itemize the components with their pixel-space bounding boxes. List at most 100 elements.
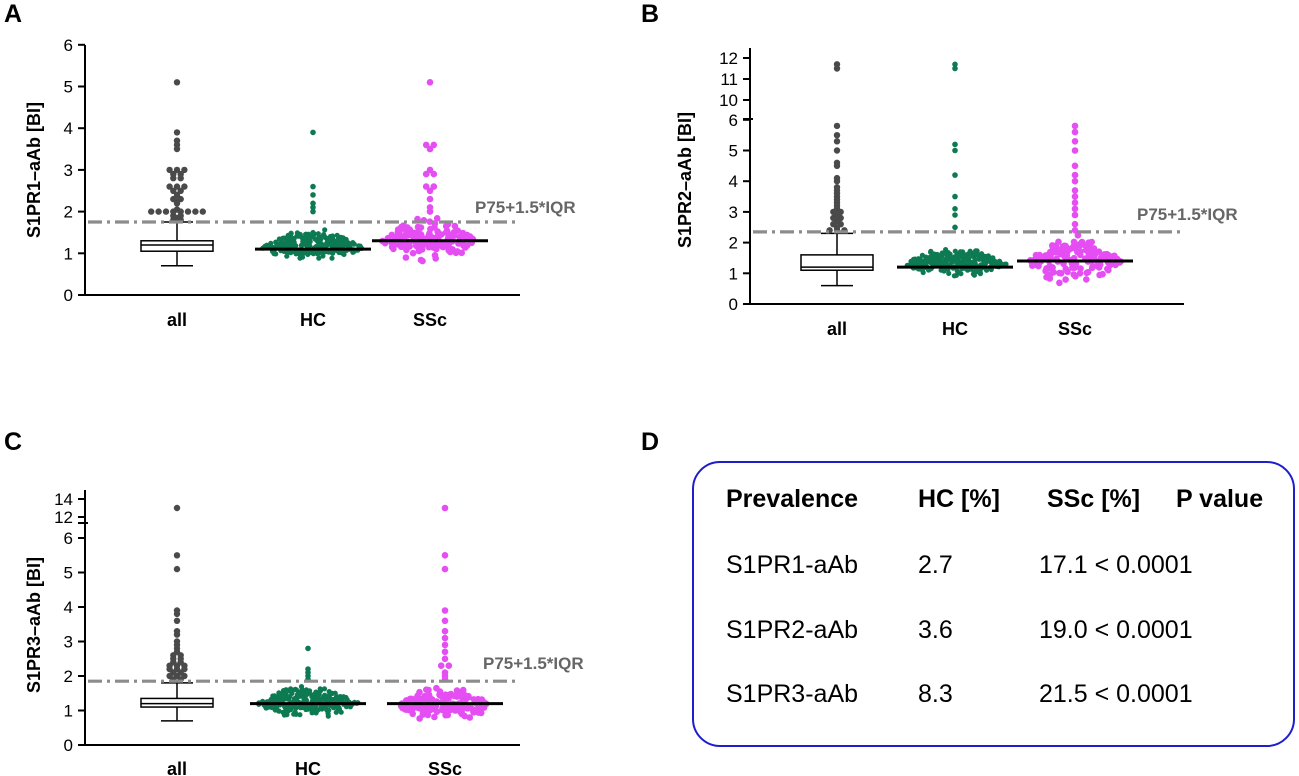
ssc-point <box>1044 251 1052 259</box>
hc-point <box>303 692 309 698</box>
ssc-point <box>426 79 434 86</box>
row-ssc-p: 17.1 < 0.0001 <box>1039 551 1193 579</box>
hc-point <box>936 256 942 262</box>
all-outlier-point <box>833 184 841 191</box>
ssc-point <box>422 183 430 190</box>
ssc-point <box>426 187 434 195</box>
x-category-label: all <box>167 310 187 330</box>
y-tick-label: 3 <box>729 203 738 222</box>
hc-point <box>954 268 960 274</box>
all-outlier-point <box>170 170 177 178</box>
chart-s1pr1: 0 1 2 3 4 5 6 S1PR1–aAb [BI] all HC SSc P75+1.5*IQR <box>24 36 576 330</box>
all-outlier-point <box>173 504 181 512</box>
prevalence-table: Prevalence HC [%] SSc [%] P value S1PR1-… <box>692 461 1295 747</box>
ssc-point <box>417 231 425 238</box>
hc-point <box>321 686 328 692</box>
ssc-point <box>411 230 418 238</box>
hc-point <box>325 713 331 719</box>
y-tick-label: 4 <box>64 598 73 617</box>
hc-point <box>325 697 331 703</box>
all-outlier-point <box>833 174 841 182</box>
ssc-point <box>1070 271 1077 278</box>
hc-point <box>316 255 322 261</box>
hc-point <box>297 693 303 699</box>
x-category-label: HC <box>942 319 968 339</box>
ssc-point <box>1091 251 1099 258</box>
hc-point <box>932 259 938 265</box>
hc-point <box>306 234 312 241</box>
hc-point <box>281 235 287 241</box>
all-outlier-point <box>833 122 841 130</box>
all-outlier-point <box>170 187 177 194</box>
y-tick-label: 0 <box>729 295 738 314</box>
all-outlier-point <box>166 183 173 190</box>
hc-point <box>336 694 342 700</box>
hc-point <box>963 252 969 258</box>
hc-point <box>276 236 282 242</box>
row-hc: 3.6 <box>918 616 953 644</box>
ssc-point <box>1071 211 1079 219</box>
ssc-point <box>388 231 396 239</box>
header-hc: HC [%] <box>918 485 1000 513</box>
y-tick-label: 0 <box>64 736 73 755</box>
ssc-point <box>425 705 433 713</box>
box-iqr <box>140 697 214 708</box>
all-outlier-point <box>155 208 162 215</box>
ssc-point <box>1062 265 1070 273</box>
ssc-point <box>441 565 449 573</box>
hc-point <box>952 147 958 154</box>
hc-point <box>952 206 958 212</box>
hc-point <box>286 238 292 245</box>
all-outlier-point <box>173 137 181 144</box>
ssc-point <box>424 711 432 719</box>
ssc-point <box>441 617 449 625</box>
all-outlier-point <box>173 191 181 199</box>
ssc-point <box>1046 264 1054 272</box>
y-tick-label: 3 <box>64 161 73 180</box>
hc-point <box>278 696 284 702</box>
ssc-point <box>441 641 449 649</box>
box-iqr <box>800 254 874 271</box>
panel-label-d: D <box>641 428 660 456</box>
all-outlier-point <box>170 195 177 203</box>
ssc-point <box>454 248 461 255</box>
hc-point <box>329 255 335 261</box>
hc-point <box>318 688 324 694</box>
cutoff-label: P75+1.5*IQR <box>483 654 584 673</box>
ssc-point <box>445 662 453 669</box>
all-outlier-point <box>166 166 173 174</box>
ssc-point <box>409 249 417 257</box>
hc-point <box>299 254 306 260</box>
ssc-point <box>442 229 450 236</box>
hc-point <box>293 687 299 693</box>
all-outlier-point <box>173 79 181 86</box>
ssc-point <box>1088 264 1096 272</box>
cutoff-label: P75+1.5*IQR <box>1137 205 1238 224</box>
hc-point <box>948 257 954 263</box>
hc-point <box>310 129 316 136</box>
ssc-point <box>396 227 404 234</box>
ssc-point <box>416 715 423 722</box>
y-tick-label: 3 <box>64 633 73 652</box>
y-tick-label: 1 <box>64 702 73 721</box>
ssc-point <box>399 243 406 250</box>
hc-point <box>308 249 314 255</box>
ssc-point <box>1077 251 1084 259</box>
all-outlier-point <box>173 183 181 190</box>
ssc-point <box>1071 138 1079 145</box>
hc-point <box>971 253 977 259</box>
hc-point <box>296 232 302 238</box>
hc-point <box>952 61 958 68</box>
ssc-point <box>1035 262 1042 270</box>
hc-point <box>286 688 292 694</box>
ssc-point <box>433 215 441 222</box>
hc-point <box>346 242 352 248</box>
hc-point <box>282 692 288 698</box>
hc-point <box>334 232 340 238</box>
hc-point <box>310 192 316 198</box>
hc-point <box>941 250 947 256</box>
all-outlier-point <box>148 208 155 215</box>
all-outlier-point <box>173 552 181 559</box>
hc-point <box>1002 261 1008 267</box>
